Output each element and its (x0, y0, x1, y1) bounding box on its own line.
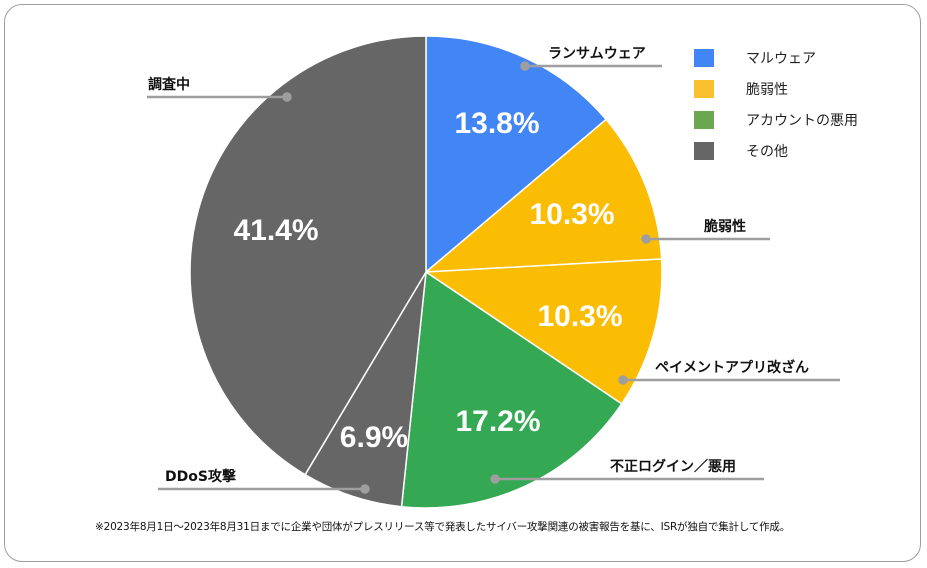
legend-item-other: その他 (694, 135, 858, 166)
percent-ransomware: 13.8% (454, 107, 539, 140)
legend-label: アカウントの悪用 (746, 112, 858, 129)
pie-slice (423, 118, 663, 273)
legend-item-vulnerability: 脆弱性 (694, 73, 858, 104)
percent-ddos: 6.9% (340, 421, 408, 454)
label-unauthorized-login: 不正ログイン／悪用 (610, 458, 736, 475)
pie-slices (189, 35, 663, 509)
label-vulnerability: 脆弱性 (703, 218, 746, 235)
label-investigating: 調査中 (148, 76, 190, 93)
leader-lines (147, 61, 840, 494)
footnote: ※2023年8月1日～2023年8月31日までに企業や団体がプレスリリース等で発… (95, 521, 791, 533)
percent-payment-app: 10.3% (537, 300, 622, 333)
pie-slice (304, 271, 427, 508)
pie-slice (400, 270, 623, 509)
legend-swatch (694, 110, 714, 129)
label-ddos: DDoS攻撃 (165, 468, 236, 485)
legend-label: その他 (746, 143, 788, 160)
legend-item-account-abuse: アカウントの悪用 (694, 104, 858, 135)
pie-slice (189, 35, 427, 476)
legend: マルウェア 脆弱性 アカウントの悪用 その他 (694, 42, 858, 166)
legend-swatch (694, 79, 714, 98)
pie-slice (425, 35, 608, 274)
label-ransomware: ランサムウェア (548, 46, 646, 62)
legend-label: 脆弱性 (746, 81, 788, 98)
legend-swatch (694, 48, 714, 67)
legend-swatch (694, 141, 714, 160)
percent-vulnerability: 10.3% (529, 198, 614, 231)
legend-item-malware: マルウェア (694, 42, 858, 73)
percent-investigating: 41.4% (233, 214, 318, 247)
label-payment-app: ペイメントアプリ改ざん (655, 359, 809, 376)
legend-label: マルウェア (746, 50, 816, 67)
pie-slice (423, 258, 663, 405)
percent-unauthorized-login: 17.2% (455, 405, 540, 438)
